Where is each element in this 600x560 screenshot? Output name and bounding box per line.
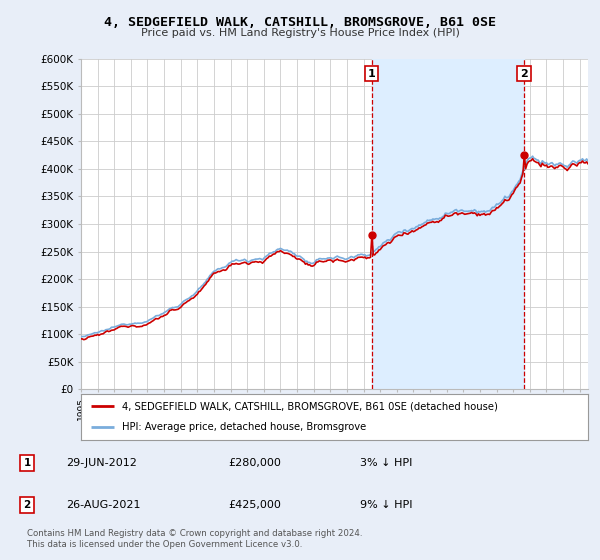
Text: 3% ↓ HPI: 3% ↓ HPI bbox=[360, 459, 412, 468]
Text: £425,000: £425,000 bbox=[228, 501, 281, 510]
Text: 26-AUG-2021: 26-AUG-2021 bbox=[66, 501, 140, 510]
Text: 2: 2 bbox=[520, 69, 528, 78]
Text: 4, SEDGEFIELD WALK, CATSHILL, BROMSGROVE, B61 0SE (detached house): 4, SEDGEFIELD WALK, CATSHILL, BROMSGROVE… bbox=[122, 401, 497, 411]
Text: 29-JUN-2012: 29-JUN-2012 bbox=[66, 459, 137, 468]
Text: 9% ↓ HPI: 9% ↓ HPI bbox=[360, 501, 413, 510]
Text: HPI: Average price, detached house, Bromsgrove: HPI: Average price, detached house, Brom… bbox=[122, 422, 366, 432]
Text: 1: 1 bbox=[23, 459, 31, 468]
Text: 4, SEDGEFIELD WALK, CATSHILL, BROMSGROVE, B61 0SE: 4, SEDGEFIELD WALK, CATSHILL, BROMSGROVE… bbox=[104, 16, 496, 29]
Bar bbox=[372, 59, 524, 389]
Text: Price paid vs. HM Land Registry's House Price Index (HPI): Price paid vs. HM Land Registry's House … bbox=[140, 28, 460, 38]
Text: Contains HM Land Registry data © Crown copyright and database right 2024.
This d: Contains HM Land Registry data © Crown c… bbox=[27, 529, 362, 549]
Text: £280,000: £280,000 bbox=[228, 459, 281, 468]
Text: 1: 1 bbox=[368, 69, 376, 78]
Text: 2: 2 bbox=[23, 501, 31, 510]
